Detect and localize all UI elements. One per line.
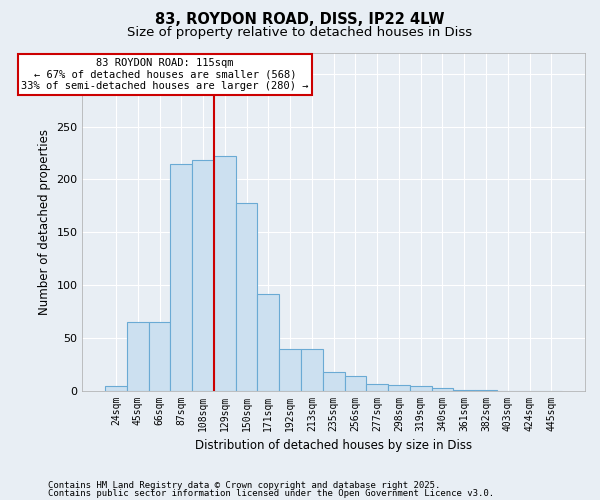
Bar: [388, 384, 410, 391]
Bar: [127, 322, 149, 391]
Text: 83, ROYDON ROAD, DISS, IP22 4LW: 83, ROYDON ROAD, DISS, IP22 4LW: [155, 12, 445, 28]
Bar: [236, 202, 257, 391]
Bar: [105, 386, 127, 391]
Bar: [279, 348, 301, 391]
Text: Contains public sector information licensed under the Open Government Licence v3: Contains public sector information licen…: [48, 489, 494, 498]
Text: 83 ROYDON ROAD: 115sqm
← 67% of detached houses are smaller (568)
33% of semi-de: 83 ROYDON ROAD: 115sqm ← 67% of detached…: [21, 58, 309, 91]
Bar: [214, 156, 236, 391]
Bar: [410, 386, 431, 391]
Bar: [475, 390, 497, 391]
Bar: [431, 388, 454, 391]
Text: Size of property relative to detached houses in Diss: Size of property relative to detached ho…: [127, 26, 473, 39]
Bar: [344, 376, 366, 391]
Text: Contains HM Land Registry data © Crown copyright and database right 2025.: Contains HM Land Registry data © Crown c…: [48, 480, 440, 490]
Bar: [454, 390, 475, 391]
Bar: [149, 322, 170, 391]
Bar: [170, 164, 192, 391]
Bar: [192, 160, 214, 391]
X-axis label: Distribution of detached houses by size in Diss: Distribution of detached houses by size …: [195, 440, 472, 452]
Bar: [301, 348, 323, 391]
Bar: [257, 294, 279, 391]
Bar: [323, 372, 344, 391]
Y-axis label: Number of detached properties: Number of detached properties: [38, 129, 51, 315]
Bar: [366, 384, 388, 391]
